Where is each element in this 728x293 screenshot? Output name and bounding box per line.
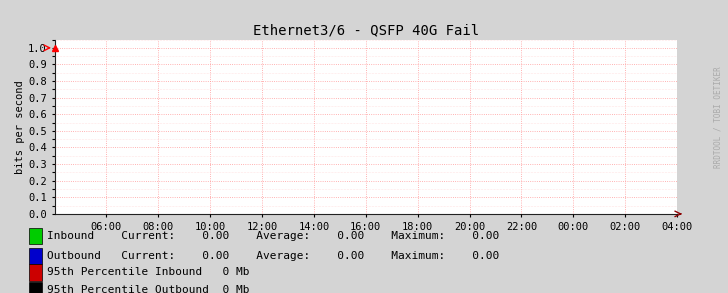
Y-axis label: bits per second: bits per second — [15, 80, 25, 173]
Text: Inbound    Current:    0.00    Average:    0.00    Maximum:    0.00: Inbound Current: 0.00 Average: 0.00 Maxi… — [47, 231, 499, 241]
Text: RRDTOOL / TOBI OETIKER: RRDTOOL / TOBI OETIKER — [714, 66, 723, 168]
Title: Ethernet3/6 - QSFP 40G Fail: Ethernet3/6 - QSFP 40G Fail — [253, 23, 479, 37]
Text: 95th Percentile Inbound   0 Mb: 95th Percentile Inbound 0 Mb — [47, 268, 249, 277]
Text: Outbound   Current:    0.00    Average:    0.00    Maximum:    0.00: Outbound Current: 0.00 Average: 0.00 Max… — [47, 251, 499, 261]
Text: 95th Percentile Outbound  0 Mb: 95th Percentile Outbound 0 Mb — [47, 285, 249, 293]
